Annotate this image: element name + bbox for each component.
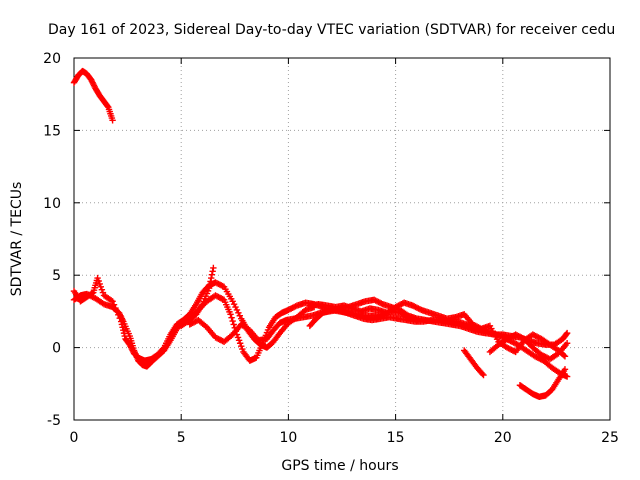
data-point-interp [229, 317, 236, 325]
data-point-interp [95, 277, 102, 285]
data-point-interp [233, 306, 241, 314]
data-point [563, 340, 571, 347]
x-axis-label: GPS time / hours [281, 458, 398, 474]
data-point [561, 353, 569, 360]
data-point-interp [230, 321, 237, 328]
data-series [70, 67, 571, 401]
data-point-interp [235, 337, 243, 344]
data-point-interp [236, 340, 244, 347]
data-point-interp [228, 332, 235, 339]
x-tick-label: 25 [601, 430, 619, 446]
data-point-interp [292, 303, 299, 310]
data-point-interp [115, 311, 122, 318]
data-point-interp [112, 304, 119, 312]
data-point-interp [97, 283, 104, 290]
x-tick-label: 10 [279, 430, 297, 446]
plot-frame [73, 57, 611, 421]
grid [74, 58, 610, 420]
y-tick-label: 5 [52, 268, 61, 284]
data-point-interp [113, 308, 121, 315]
data-point-interp [96, 280, 103, 288]
data-point-interp [110, 301, 118, 308]
data-point-interp [104, 103, 111, 110]
data-point-interp [159, 345, 167, 353]
data-point [227, 311, 234, 318]
data-point [480, 371, 487, 379]
data-point [94, 274, 101, 282]
x-tick-label: 5 [177, 430, 186, 446]
data-point-interp [116, 314, 123, 322]
data-point-interp [560, 352, 568, 359]
data-point-interp [119, 324, 126, 331]
y-tick-label: 10 [43, 196, 61, 212]
series-track-10 [486, 331, 571, 363]
data-point-interp [118, 321, 126, 328]
data-point-interp [98, 286, 106, 293]
data-point [117, 318, 125, 325]
chart-title: Day 161 of 2023, Sidereal Day-to-day VTE… [48, 22, 615, 38]
data-point-interp [99, 289, 107, 296]
data-point-interp [219, 282, 226, 290]
data-point-interp [479, 370, 486, 378]
data-point-interp [563, 330, 570, 338]
data-point-interp [232, 303, 239, 311]
data-point-interp [238, 342, 245, 350]
data-point [109, 298, 116, 305]
series-track-1 [70, 67, 116, 124]
data-point [561, 366, 569, 373]
data-point-interp [228, 314, 235, 321]
data-point-interp [107, 297, 115, 304]
y-axis-label: SDTVAR / TECUs [9, 182, 25, 297]
data-point-interp [236, 312, 244, 319]
data-point-interp [120, 329, 128, 337]
series-track-8 [461, 347, 487, 379]
x-tick-label: 20 [494, 430, 512, 446]
data-point [210, 264, 217, 272]
data-point-interp [234, 334, 242, 341]
y-tick-label: -5 [47, 413, 61, 429]
data-point-interp [230, 300, 238, 308]
data-point-interp [209, 268, 216, 275]
data-point-interp [120, 327, 127, 334]
series-track-3 [70, 274, 318, 364]
data-point-interp [208, 271, 216, 278]
data-point-interp [121, 332, 128, 340]
series-track-9 [516, 366, 569, 401]
data-point-interp [202, 322, 209, 330]
y-tick-label: 15 [43, 123, 61, 139]
data-point-interp [416, 306, 424, 313]
data-point [563, 329, 571, 337]
axis-ticks: 0 5 10 15 20 25 -5 0 5 10 15 20 [43, 51, 619, 446]
data-point [563, 373, 571, 380]
data-point [109, 117, 116, 124]
data-point-interp [511, 348, 518, 355]
x-tick-label: 15 [387, 430, 405, 446]
y-tick-label: 0 [52, 341, 61, 357]
data-point-interp [235, 309, 242, 317]
x-tick-label: 0 [70, 430, 79, 446]
y-tick-label: 20 [43, 51, 61, 67]
data-point [229, 298, 236, 305]
data-point-interp [208, 274, 215, 282]
data-point-interp [239, 345, 246, 353]
data-point-interp [378, 300, 385, 307]
